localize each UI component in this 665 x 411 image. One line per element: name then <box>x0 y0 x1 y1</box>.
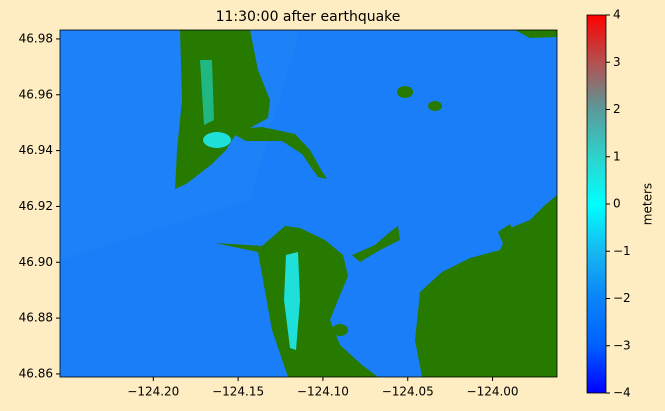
land <box>226 127 327 179</box>
x-tick-label: −124.20 <box>127 385 179 399</box>
colorbar-tick-label: 0 <box>613 197 621 211</box>
x-tick-label: −124.15 <box>212 385 264 399</box>
colorbar-tick-label: 4 <box>613 8 621 22</box>
colorbar-tick-label: −1 <box>613 244 631 258</box>
colorbar-tick-label: −3 <box>613 338 631 352</box>
y-tick-label: 46.96 <box>19 87 53 101</box>
y-tick-label: 46.98 <box>19 31 53 45</box>
land <box>175 30 270 189</box>
y-tick-label: 46.86 <box>19 366 53 380</box>
chart-title: 11:30:00 after earthquake <box>216 9 401 25</box>
land <box>332 324 348 336</box>
x-tick-label: −124.05 <box>382 385 434 399</box>
map <box>60 30 557 377</box>
colorbar-tick-label: 1 <box>613 149 621 163</box>
colorbar-label: meters <box>641 183 655 225</box>
y-tick-label: 46.92 <box>19 199 53 213</box>
x-tick-label: −124.10 <box>297 385 349 399</box>
colorbar-tick-label: −2 <box>613 291 631 305</box>
colorbar <box>586 14 607 394</box>
x-tick-label: −124.00 <box>467 385 519 399</box>
land <box>515 30 557 38</box>
inundation <box>200 60 214 125</box>
land <box>352 226 400 262</box>
y-tick-label: 46.90 <box>19 255 53 269</box>
colorbar-tick-label: 2 <box>613 102 621 116</box>
land <box>397 86 413 98</box>
land <box>415 195 557 377</box>
inundation <box>284 252 300 350</box>
colorbar-tick-label: −4 <box>613 386 631 400</box>
inundation <box>203 132 231 148</box>
y-tick-label: 46.88 <box>19 311 53 325</box>
land <box>428 101 442 111</box>
land <box>498 224 516 248</box>
y-tick-label: 46.94 <box>19 143 53 157</box>
colorbar-tick-label: 3 <box>613 55 621 69</box>
axes-frame <box>59 29 558 378</box>
